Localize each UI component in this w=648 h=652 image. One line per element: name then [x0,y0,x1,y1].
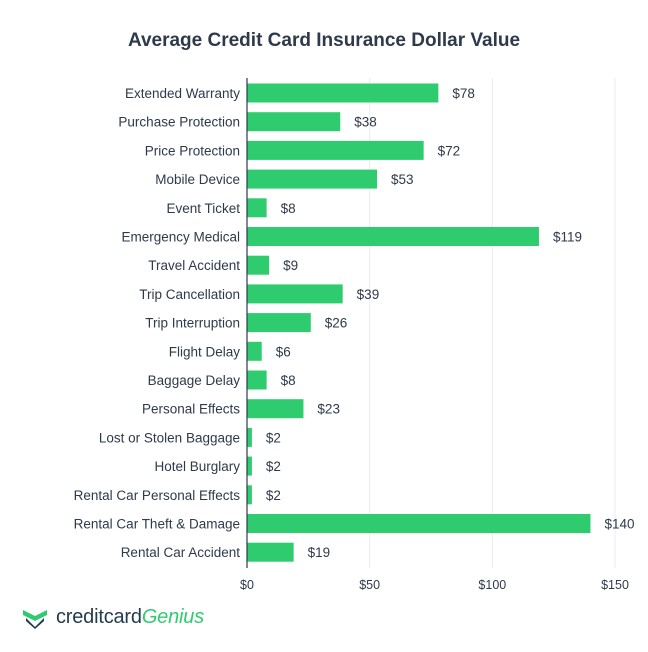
value-label: $78 [452,86,475,101]
value-label: $2 [266,488,281,503]
category-label: Price Protection [145,143,240,158]
category-label: Travel Accident [148,258,240,273]
category-label: Rental Car Accident [121,545,241,560]
value-label: $26 [325,316,348,331]
bar [247,83,439,103]
bar [247,341,262,361]
bar [247,227,539,246]
category-label: Baggage Delay [148,373,241,388]
brand-logo: creditcardGenius [22,606,204,629]
bar [247,140,424,160]
bar [247,370,267,390]
category-label: Personal Effects [142,402,240,417]
category-label: Extended Warranty [125,86,240,101]
bar [247,399,304,419]
value-label: $2 [266,459,281,474]
bar-chart: Extended Warranty $78 Purchase Protection $… [74,78,635,592]
value-label: $38 [354,115,377,130]
value-label: $6 [276,344,291,359]
chart-title: Average Credit Card Insurance Dollar Val… [127,30,521,51]
category-label: Flight Delay [169,344,241,359]
value-label: $8 [281,373,296,388]
bar [247,313,311,333]
value-label: $8 [281,201,296,216]
value-label: $53 [391,172,414,187]
x-tick-label: $100 [478,578,506,592]
bar [247,485,252,505]
category-label: Mobile Device [155,172,240,187]
category-label: Trip Interruption [145,316,240,331]
category-label: Lost or Stolen Baggage [99,430,240,445]
x-tick-label: $0 [240,578,254,592]
category-label: Hotel Burglary [154,459,240,474]
brand-name-part2: Genius [141,606,204,628]
bar [247,456,252,476]
bar [247,284,343,304]
bar [247,112,341,132]
bar [247,542,294,562]
value-label: $72 [438,143,461,158]
credit-card-genius-logo-icon [23,609,47,629]
value-label: $140 [604,517,634,532]
category-label: Trip Cancellation [139,287,240,302]
category-label: Event Ticket [166,201,240,216]
value-label: $9 [283,258,298,273]
bar [247,514,591,533]
value-label: $19 [308,545,331,560]
value-label: $2 [266,430,281,445]
category-label: Rental Car Theft & Damage [74,517,240,532]
bar [247,427,252,447]
brand-name-part1: creditcard [56,606,142,628]
category-label: Emergency Medical [121,230,240,245]
bar [247,255,270,275]
brand-name: creditcardGenius [56,606,204,629]
x-tick-label: $50 [359,578,380,592]
category-label: Rental Car Personal Effects [74,488,241,503]
value-label: $119 [553,230,582,245]
value-label: $39 [357,287,380,302]
bar [247,198,267,218]
bar [247,169,378,189]
value-label: $23 [317,402,340,417]
category-label: Purchase Protection [118,115,240,130]
x-tick-label: $150 [601,578,629,592]
